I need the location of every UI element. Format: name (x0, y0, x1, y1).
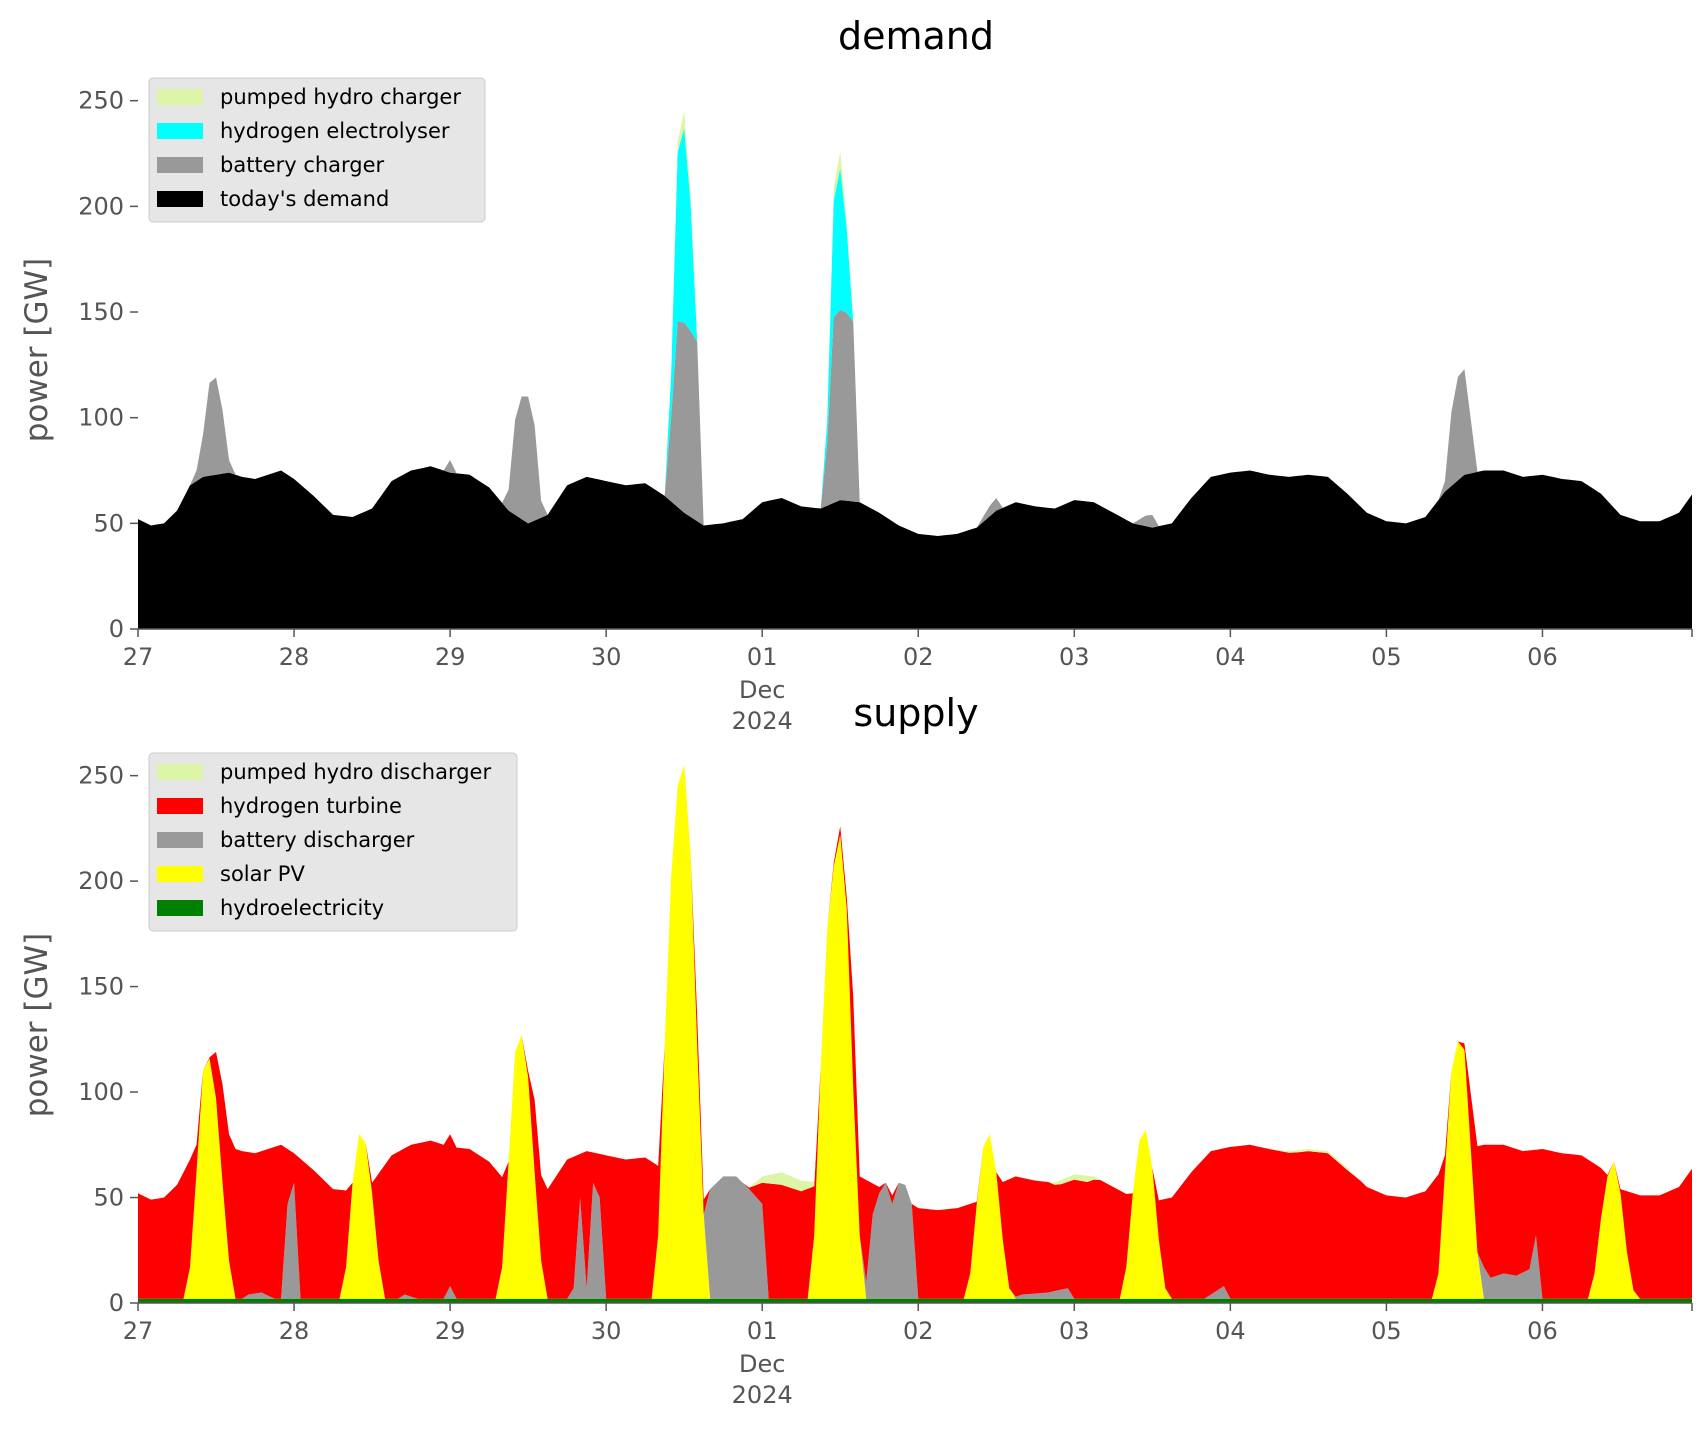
legend-swatch-hydroelectricity (157, 900, 203, 916)
x-tick-label: 05 (1371, 643, 1402, 671)
y-tick-label: 250 (78, 762, 124, 790)
x-tick-label: 02 (903, 643, 934, 671)
x-tick-label: 06 (1527, 643, 1558, 671)
supply-panel: supply 0 50 100 150 200 250 27 28 29 30 01 02 03 04 05… (19, 691, 1693, 1409)
x-tick-label: 06 (1527, 1317, 1558, 1345)
y-tick-label: 0 (109, 615, 124, 643)
supply-ylabel: power [GW] (19, 933, 55, 1118)
demand-legend: pumped hydro charger hydrogen electrolyse… (148, 77, 486, 223)
x-tick-label: 05 (1371, 1317, 1402, 1345)
x-tick-sublabel: 2024 (732, 1381, 793, 1409)
area-hydrogen-turbine (138, 765, 1692, 1299)
x-tick-label: 27 (123, 1317, 154, 1345)
y-tick-label: 150 (78, 973, 124, 1001)
legend-swatch-pumped-hydro-charger (157, 89, 203, 105)
x-tick-sublabel: Dec (739, 676, 785, 704)
legend-label-pumped-hydro-charger: pumped hydro charger (220, 85, 461, 109)
x-tick-sublabel: 2024 (732, 707, 793, 735)
supply-title: supply (853, 691, 978, 735)
x-tick-label: 28 (279, 643, 310, 671)
y-tick-label: 100 (78, 1078, 124, 1106)
x-tick-label: 01 (747, 1317, 778, 1345)
x-tick-label: 01 (747, 643, 778, 671)
x-tick-label: 29 (435, 643, 466, 671)
x-tick-label: 29 (435, 1317, 466, 1345)
y-tick-label: 200 (78, 867, 124, 895)
demand-ylabel: power [GW] (19, 258, 55, 443)
legend-label-pumped-hydro-discharger: pumped hydro discharger (220, 760, 491, 784)
supply-area-layers (138, 765, 1692, 1303)
area-today-s-demand (138, 466, 1692, 629)
x-tick-label: 02 (903, 1317, 934, 1345)
y-tick-label: 150 (78, 298, 124, 326)
legend-label-battery-discharger: battery discharger (220, 828, 415, 852)
legend-swatch-battery-charger (157, 157, 203, 173)
x-tick-label: 30 (591, 643, 622, 671)
supply-legend: pumped hydro discharger hydrogen turbine b… (148, 752, 518, 932)
legend-label-hydroelectricity: hydroelectricity (220, 896, 384, 920)
x-tick-label: 28 (279, 1317, 310, 1345)
x-tick-label: 04 (1215, 643, 1246, 671)
y-tick-label: 50 (93, 1184, 124, 1212)
legend-swatch-today-s-demand (157, 191, 203, 207)
demand-panel: demand 0 50 100 150 200 250 27 28 29 30 01 02 03 04 05… (19, 14, 1693, 735)
demand-axes: 0 50 100 150 200 250 27 28 29 30 01 02 03 04 05 06 Dec 20… (78, 87, 1693, 735)
legend-swatch-battery-discharger (157, 832, 203, 848)
y-tick-label: 200 (78, 192, 124, 220)
legend-label-today-s-demand: today's demand (220, 187, 389, 211)
x-tick-label: 03 (1059, 1317, 1090, 1345)
demand-title: demand (838, 14, 994, 58)
x-tick-label: 03 (1059, 643, 1090, 671)
supply-axes: 0 50 100 150 200 250 27 28 29 30 01 02 03 04 05 06 Dec 20… (78, 762, 1693, 1409)
legend-swatch-solar-pv (157, 866, 203, 882)
x-tick-label: 27 (123, 643, 154, 671)
y-tick-label: 0 (109, 1289, 124, 1317)
legend-swatch-hydrogen-electrolyser (157, 123, 203, 139)
x-tick-sublabel: Dec (739, 1350, 785, 1378)
area-battery-charger (138, 309, 1692, 537)
legend-label-hydrogen-electrolyser: hydrogen electrolyser (220, 119, 450, 143)
y-tick-label: 50 (93, 509, 124, 537)
legend-label-hydrogen-turbine: hydrogen turbine (220, 794, 402, 818)
area-battery-discharger (138, 765, 1692, 1299)
legend-box (148, 77, 486, 223)
x-tick-label: 04 (1215, 1317, 1246, 1345)
legend-label-battery-charger: battery charger (220, 153, 385, 177)
area-hydroelectricity (138, 1298, 1692, 1303)
legend-swatch-pumped-hydro-discharger (157, 764, 203, 780)
legend-label-solar-pv: solar PV (220, 862, 305, 886)
legend-swatch-hydrogen-turbine (157, 798, 203, 814)
y-tick-label: 100 (78, 404, 124, 432)
demand-area-layers (138, 111, 1692, 629)
legend-box (148, 752, 518, 932)
y-tick-label: 250 (78, 87, 124, 115)
area-solar-pv (138, 765, 1692, 1299)
x-tick-label: 30 (591, 1317, 622, 1345)
